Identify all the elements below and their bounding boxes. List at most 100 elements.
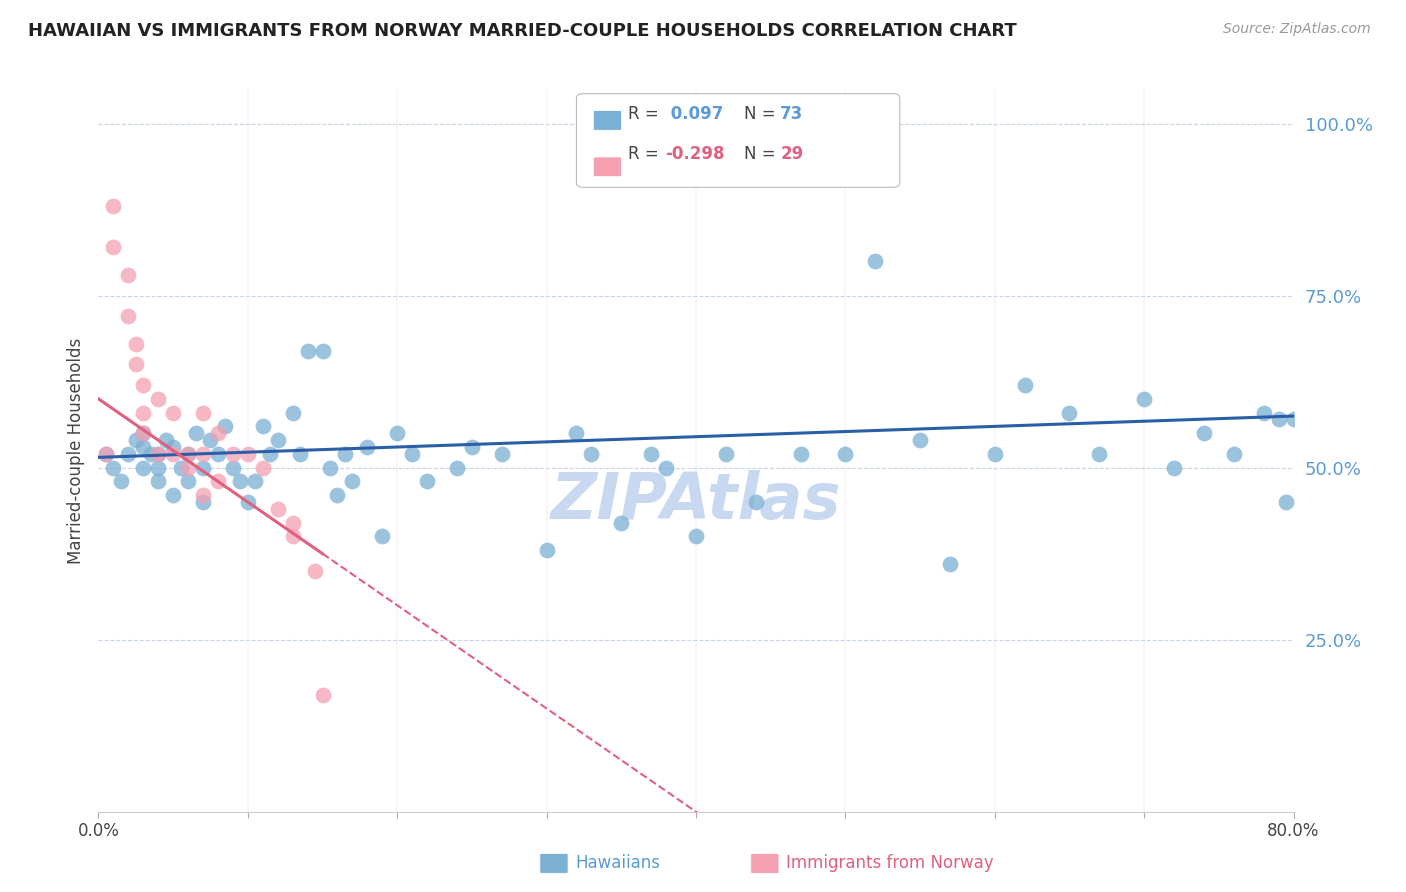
Point [1163,460,1185,475]
Point [267,502,290,516]
Point [714,447,737,461]
Text: 0.097: 0.097 [665,105,724,123]
Point [267,433,290,447]
Point [132,440,155,454]
Point [125,336,148,351]
Point [214,419,236,434]
Point [1275,495,1298,509]
Point [162,447,184,461]
Point [655,460,678,475]
Point [446,460,468,475]
Point [252,460,274,475]
Point [148,447,170,461]
Point [148,475,170,489]
Point [162,488,184,502]
Point [281,406,304,420]
Point [117,310,139,324]
Point [191,406,214,420]
Point [162,406,184,420]
Point [184,426,207,441]
Point [191,488,214,502]
Point [281,529,304,543]
Point [155,433,177,447]
Point [789,447,811,461]
Point [311,688,333,702]
Point [581,447,603,461]
Point [162,440,184,454]
Point [356,440,378,454]
Point [103,199,125,213]
Point [640,447,662,461]
Point [288,447,311,461]
Text: Hawaiians: Hawaiians [575,855,659,872]
Point [222,447,245,461]
Text: R =: R = [628,145,659,162]
Point [94,447,117,461]
Point [491,447,513,461]
Text: HAWAIIAN VS IMMIGRANTS FROM NORWAY MARRIED-COUPLE HOUSEHOLDS CORRELATION CHART: HAWAIIAN VS IMMIGRANTS FROM NORWAY MARRI… [28,22,1017,40]
Point [222,460,245,475]
Point [125,433,148,447]
Point [132,378,155,392]
Text: -0.298: -0.298 [665,145,724,162]
Point [132,426,155,441]
Point [461,440,484,454]
Point [207,447,229,461]
Point [148,447,170,461]
Point [342,475,364,489]
Point [1192,426,1215,441]
Point [117,447,139,461]
Point [1088,447,1111,461]
Point [565,426,588,441]
Point [200,433,222,447]
Point [1253,406,1275,420]
Point [177,447,200,461]
Point [297,343,319,358]
Point [984,447,1007,461]
Point [834,447,856,461]
Point [191,447,214,461]
Point [610,516,633,530]
Point [148,392,170,406]
Point [939,557,962,571]
Point [132,426,155,441]
Point [103,240,125,254]
Point [245,475,267,489]
Point [865,254,887,268]
Point [416,475,439,489]
Point [125,358,148,372]
Point [207,475,229,489]
Point [148,460,170,475]
Point [207,426,229,441]
Point [191,495,214,509]
Point [1059,406,1081,420]
Text: 29: 29 [780,145,804,162]
Point [177,447,200,461]
Point [401,447,423,461]
Point [1133,392,1156,406]
Point [236,447,259,461]
Point [333,447,356,461]
Point [117,268,139,282]
Point [1267,412,1289,426]
Point [1282,412,1305,426]
Point [259,447,281,461]
Point [908,433,931,447]
Point [191,460,214,475]
Point [304,564,326,578]
Point [236,495,259,509]
Text: R =: R = [628,105,659,123]
Point [177,460,200,475]
Point [103,460,125,475]
Point [139,447,162,461]
Point [1014,378,1036,392]
Point [1223,447,1246,461]
Point [745,495,768,509]
Text: N =: N = [744,145,775,162]
Point [685,529,707,543]
Point [281,516,304,530]
Point [371,529,394,543]
Text: ZIPAtlas: ZIPAtlas [551,470,841,532]
Point [110,475,132,489]
Point [252,419,274,434]
